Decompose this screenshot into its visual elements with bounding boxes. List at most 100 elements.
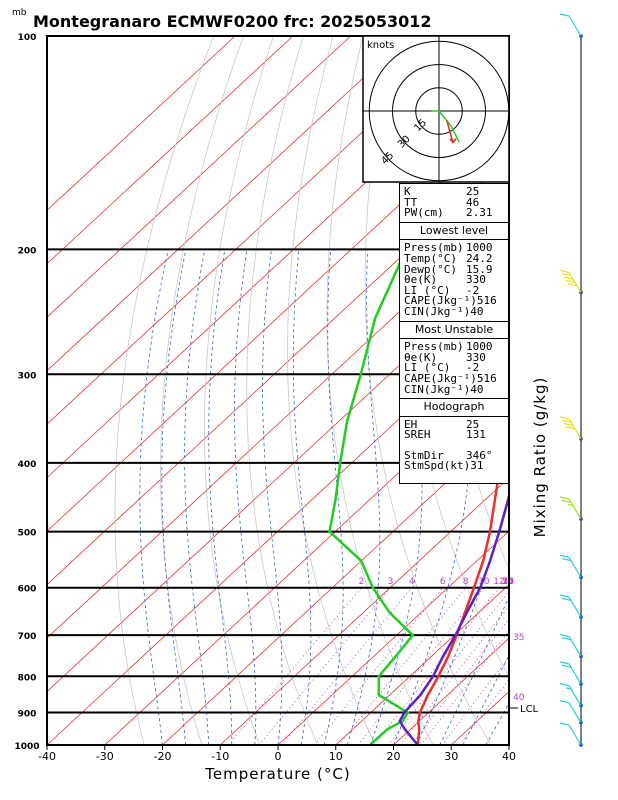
hodo-row: StmSpd(kt) 31 — [400, 461, 508, 472]
row-key: CIN(Jkg⁻¹) — [404, 304, 471, 318]
barb-flag — [559, 722, 570, 726]
dry-adiabat — [505, 69, 509, 228]
mixing-ratio-line — [228, 587, 362, 745]
isotherm — [47, 36, 467, 425]
row-value: 31 — [470, 459, 484, 473]
lowest-row: LI (°C) -2 — [400, 283, 508, 297]
mu-row: CAPE(Jkg⁻¹) 516 — [400, 371, 508, 385]
barb-shaft — [568, 685, 582, 706]
hodograph-trace-high — [444, 118, 460, 143]
row-key: CAPE(Jkg⁻¹) — [404, 294, 477, 308]
lowest-row: θe(K) 330 — [400, 273, 508, 287]
dry-adiabat — [326, 36, 434, 745]
wind-barbs — [559, 13, 583, 747]
barb-flag — [565, 279, 576, 283]
index-row: K 25 — [400, 186, 508, 198]
dry-adiabat — [287, 36, 376, 745]
dry-adiabat — [571, 4, 618, 760]
moist-adiabat — [262, 249, 283, 745]
lowest-row: CAPE(Jkg⁻¹) 516 — [400, 296, 508, 307]
hodo-row: EH 25 — [400, 417, 508, 431]
y-tick-label: 400 — [18, 460, 37, 470]
indices-block: K 25 TT 46 PW(cm) 2.31 — [400, 184, 508, 222]
lowest-row: Temp(°C) 24.2 — [400, 251, 508, 265]
hodograph-block: Hodograph EH 25 SREH 131 StmDir 346° StmSpd… — [400, 398, 508, 475]
y-tick-label: 300 — [18, 371, 37, 381]
hodo-row: StmDir 346° — [400, 450, 508, 462]
isotherm — [47, 36, 236, 211]
row-value: 516 — [476, 371, 497, 385]
mu-row: CIN(Jkg⁻¹) 40 — [400, 382, 508, 396]
y-tick-label: 800 — [18, 673, 37, 683]
isotherm — [47, 156, 509, 586]
isotherm — [47, 209, 509, 639]
dry-adiabat — [602, 4, 618, 760]
mu-row: LI (°C) -2 — [400, 363, 508, 374]
isotherm — [567, 36, 618, 745]
lowest-row: Press(mb) 1000 — [400, 243, 508, 254]
hodograph-trace-low — [431, 110, 446, 120]
isotherm — [47, 36, 294, 265]
barb-flag — [559, 269, 570, 274]
moist-adiabat — [346, 249, 381, 745]
mixing-ratio-label: 3 — [388, 577, 394, 587]
isotherm — [335, 584, 509, 745]
moist-adiabat — [439, 595, 509, 745]
y-tick-label: 100 — [18, 33, 37, 43]
x-tick-label: -40 — [38, 750, 56, 763]
row-value: 15.9 — [466, 262, 493, 276]
isotherm — [162, 423, 509, 745]
side-axis-label: Mixing Ratio (g/kg) — [531, 377, 549, 538]
wind-barb — [559, 416, 583, 441]
barb-flag — [561, 273, 572, 277]
dry-adiabat — [246, 36, 319, 745]
barb-half-flag — [567, 504, 574, 507]
barb-flag — [559, 416, 570, 420]
barb-flag — [561, 664, 572, 668]
barb-shaft — [568, 663, 582, 685]
row-value: 25 — [466, 417, 480, 431]
barb-shaft — [568, 724, 582, 746]
mixing-ratio-line — [441, 656, 509, 745]
wind-barb — [559, 13, 583, 38]
row-key: EH — [404, 417, 418, 431]
row-value: 40 — [470, 382, 484, 396]
isotherm — [47, 263, 509, 693]
wind-barb — [559, 633, 583, 659]
row-key: Temp(°C) — [404, 251, 457, 265]
barb-flag — [559, 594, 570, 598]
x-tick-label: 10 — [329, 750, 343, 763]
wind-barb — [559, 554, 583, 580]
row-value: 1000 — [466, 340, 493, 354]
dewpoint-line — [328, 73, 509, 745]
row-value: -2 — [466, 283, 480, 297]
barb-flag — [559, 633, 570, 638]
wind-barb — [559, 700, 583, 725]
temperature-line — [416, 369, 509, 745]
dry-adiabat — [204, 36, 274, 745]
hodograph-unit: knots — [367, 40, 394, 51]
mixing-ratio-label: 2 — [359, 577, 365, 587]
theta-label: 35 — [513, 633, 524, 643]
row-key: LI (°C) — [404, 361, 451, 375]
moist-adiabat — [184, 249, 210, 745]
row-value: 131 — [466, 428, 486, 442]
row-value: -2 — [466, 361, 480, 375]
mu-row: θe(K) 330 — [400, 352, 508, 364]
moist-adiabat — [292, 249, 312, 745]
dry-adiabat — [114, 36, 215, 745]
index-value: 46 — [466, 195, 480, 209]
barb-flag — [567, 283, 578, 287]
x-axis-label: Temperature (°C) — [204, 765, 350, 783]
row-key: θe(K) — [404, 273, 438, 287]
profile-lines — [328, 73, 509, 745]
lowest-row: CIN(Jkg⁻¹) 40 — [400, 304, 508, 318]
barb-shaft — [568, 15, 582, 37]
x-tick-label: 40 — [502, 750, 516, 763]
storm-motion-arrowhead — [449, 138, 457, 144]
barb-flag — [563, 422, 574, 427]
hodo-row: SREH 131 — [400, 428, 508, 442]
mixing-ratio-label: 8 — [463, 577, 469, 587]
